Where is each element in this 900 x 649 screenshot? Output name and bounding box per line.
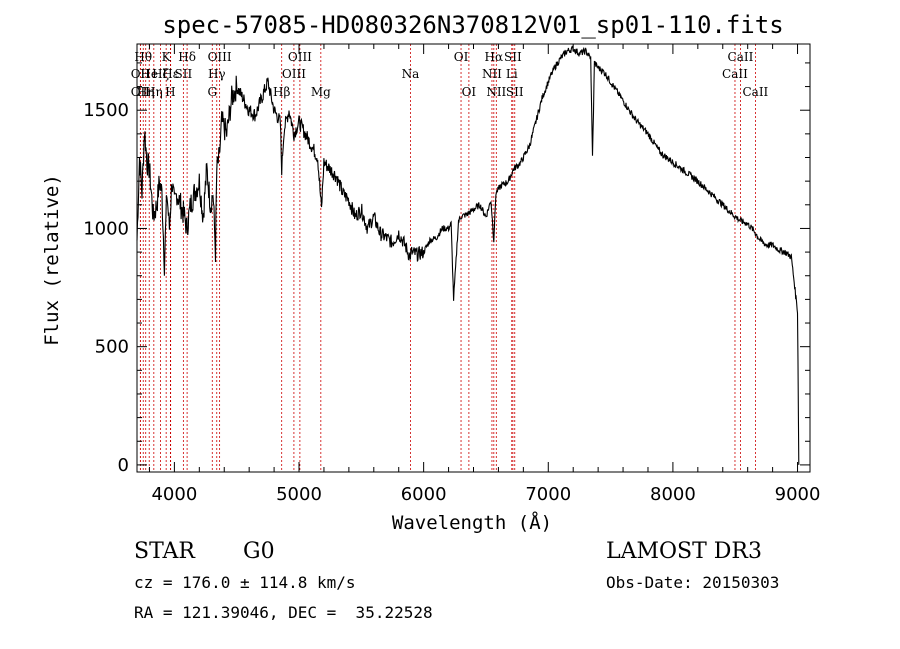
line-marker-label: OIII: [282, 67, 306, 81]
y-tick-label: 1500: [83, 100, 129, 121]
plot-frame: [136, 43, 811, 473]
line-marker-label: Hθ: [134, 50, 152, 64]
line-marker-label: K: [162, 50, 172, 64]
line-marker-label: OII: [131, 85, 151, 99]
line-marker-label: Hη: [145, 85, 163, 99]
y-tick-label: 0: [118, 455, 129, 476]
line-marker-label: Hδ: [178, 50, 196, 64]
line-marker-label: SII: [175, 67, 193, 81]
line-marker-label: Hη: [137, 85, 155, 99]
line-marker-label: NII: [482, 67, 502, 81]
redshift-text: cz = 176.0 ± 114.8 km/s: [134, 573, 356, 592]
line-marker-label: SII: [506, 85, 524, 99]
object-subclass: G0: [243, 539, 275, 564]
line-marker-label: Hβ: [273, 85, 290, 99]
chart-title: spec-57085-HD080326N370812V01_sp01-110.f…: [162, 11, 783, 39]
line-marker-label: CaII: [742, 85, 768, 99]
line-marker-label: OI: [454, 50, 469, 64]
object-class: STAR: [134, 539, 195, 564]
line-marker-label: Li: [506, 67, 518, 81]
x-axis-label: Wavelength (Å): [392, 511, 552, 534]
x-tick-label: 7000: [525, 484, 571, 505]
x-tick-label: 8000: [650, 484, 696, 505]
line-markers: [139, 44, 756, 472]
line-marker-label: OIII: [288, 50, 312, 64]
line-marker-label: H: [165, 85, 175, 99]
x-tick-label: 9000: [775, 484, 821, 505]
x-tick-label: 6000: [401, 484, 447, 505]
obs-date: Obs-Date: 20150303: [606, 573, 780, 592]
x-tick-label: 5000: [276, 484, 322, 505]
line-marker-labels: OIIOIIHθHηHeHηHζKHHεSIIHδGHγOIIIHβOIIIOI…: [131, 50, 769, 99]
y-tick-label: 1000: [83, 218, 129, 239]
line-marker-label: CaII: [722, 67, 748, 81]
line-marker-label: Hε: [162, 67, 179, 81]
line-marker-label: Hζ: [152, 67, 169, 81]
y-tick-label: 500: [95, 337, 129, 358]
y-axis-label: Flux (relative): [41, 174, 63, 346]
x-axis-ticks: 4000 5000 6000 7000 8000 9000: [148, 44, 821, 505]
line-marker-label: Hγ: [208, 67, 226, 81]
y-axis-ticks: 0 500 1000 1500: [83, 62, 810, 476]
line-marker-label: OI: [462, 85, 477, 99]
line-marker-label: OII: [131, 67, 151, 81]
line-marker-label: Hα: [485, 50, 504, 64]
line-marker-label: CaII: [728, 50, 754, 64]
spectrum-chart: spec-57085-HD080326N370812V01_sp01-110.f…: [41, 11, 821, 534]
line-marker-label: Mg: [311, 85, 331, 99]
line-marker-label: NII: [486, 85, 506, 99]
line-marker-label: G: [207, 85, 217, 99]
line-marker-label: OIII: [208, 50, 232, 64]
line-marker-label: SII: [504, 50, 522, 64]
spectrum-line: [136, 45, 800, 465]
x-tick-label: 4000: [151, 484, 197, 505]
line-marker-label: Na: [402, 67, 420, 81]
line-marker-label: He: [140, 67, 158, 81]
coordinates: RA = 121.39046, DEC = 35.22528: [134, 603, 433, 622]
survey-name: LAMOST DR3: [606, 539, 762, 564]
